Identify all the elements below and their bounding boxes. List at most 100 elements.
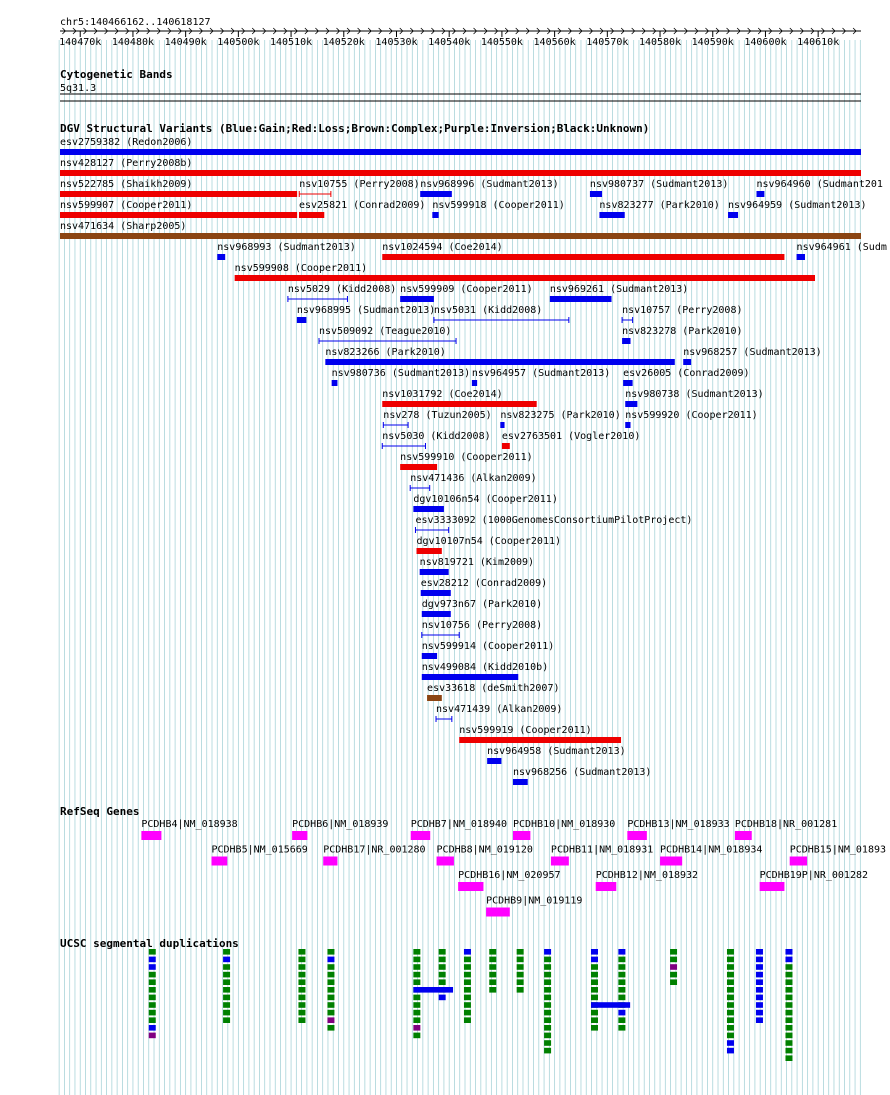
refseq-gene[interactable]: PCDHB18|NR_001281 bbox=[734, 819, 837, 840]
dgv-feature[interactable]: nsv1031792 (Coe2014) bbox=[382, 389, 537, 407]
dgv-feature[interactable]: nsv471439 (Alkan2009) bbox=[435, 704, 562, 722]
dgv-feature[interactable]: nsv5030 (Kidd2008) bbox=[381, 431, 491, 449]
dgv-feature[interactable]: nsv10756 (Perry2008) bbox=[421, 620, 542, 638]
segdup-column[interactable] bbox=[726, 949, 734, 1054]
ruler-arrow bbox=[167, 27, 172, 35]
segdup-column[interactable] bbox=[463, 949, 471, 1023]
dgv-feature[interactable]: nsv980736 (Sudmant2013) bbox=[331, 368, 470, 386]
segdup-track[interactable] bbox=[148, 949, 793, 1061]
dgv-feature[interactable]: nsv599909 (Cooper2011) bbox=[400, 284, 533, 302]
dgv-feature[interactable]: dgv10107n54 (Cooper2011) bbox=[416, 536, 562, 554]
dgv-feature[interactable]: nsv964957 (Sudmant2013) bbox=[471, 368, 610, 386]
dgv-feature-label: nsv823277 (Park2010) bbox=[599, 200, 719, 211]
dgv-feature[interactable]: nsv980738 (Sudmant2013) bbox=[625, 389, 764, 407]
dgv-feature-label: dgv10107n54 (Cooper2011) bbox=[417, 536, 562, 547]
dgv-feature[interactable]: nsv5031 (Kidd2008) bbox=[433, 305, 570, 323]
segdup-column[interactable] bbox=[755, 949, 763, 1023]
dgv-feature[interactable]: nsv968257 (Sudmant2013) bbox=[683, 347, 822, 365]
segdup-column[interactable] bbox=[544, 949, 552, 1054]
dgv-feature[interactable]: nsv509092 (Teague2010) bbox=[318, 326, 457, 344]
dgv-feature[interactable]: nsv599908 (Cooper2011) bbox=[234, 263, 816, 281]
refseq-gene[interactable]: PCDHB15|NM_01893 bbox=[789, 845, 886, 866]
refseq-gene[interactable]: PCDHB7|NM_018940 bbox=[410, 819, 507, 840]
segdup-column[interactable] bbox=[223, 949, 231, 1023]
dgv-feature[interactable]: nsv964961 (Sudm bbox=[796, 242, 887, 260]
dgv-feature[interactable]: nsv522785 (Shaikh2009) bbox=[60, 179, 298, 197]
coordinate-ruler[interactable]: 140470k 140480k 140490k 140500k 140510k 14052… bbox=[59, 27, 861, 48]
ruler-arrow bbox=[536, 27, 541, 35]
refseq-gene[interactable]: PCDHB19P|NR_001282 bbox=[759, 870, 868, 891]
dgv-feature[interactable]: nsv968993 (Sudmant2013) bbox=[217, 242, 356, 260]
dgv-feature[interactable]: nsv964959 (Sudmant2013) bbox=[728, 200, 867, 218]
refseq-gene[interactable]: PCDHB12|NM_018932 bbox=[595, 870, 698, 891]
dgv-feature[interactable]: nsv471634 (Sharp2005) bbox=[60, 221, 861, 239]
dgv-feature[interactable]: nsv969261 (Sudmant2013) bbox=[549, 284, 688, 302]
refseq-gene[interactable]: PCDHB10|NM_018930 bbox=[512, 819, 615, 840]
dgv-feature[interactable]: nsv968256 (Sudmant2013) bbox=[512, 767, 651, 785]
refseq-gene[interactable]: PCDHB8|NM_019120 bbox=[436, 845, 533, 866]
dgv-feature[interactable]: nsv968995 (Sudmant2013) bbox=[296, 305, 435, 323]
segdup-column[interactable] bbox=[489, 949, 497, 993]
dgv-feature[interactable]: esv2763501 (Vogler2010) bbox=[501, 431, 640, 449]
dgv-feature[interactable]: nsv980737 (Sudmant2013) bbox=[589, 179, 728, 197]
segdup-block[interactable] bbox=[413, 987, 454, 993]
refseq-gene[interactable]: PCDHB6|NM_018939 bbox=[292, 819, 388, 840]
refseq-track[interactable]: PCDHB4|NM_018938 PCDHB6|NM_018939 PCDHB7|N… bbox=[141, 819, 886, 917]
dgv-feature-bar bbox=[419, 569, 449, 575]
segdup-column[interactable] bbox=[785, 949, 793, 1061]
dgv-track[interactable]: esv2759382 (Redon2006) nsv428127 (Perry20… bbox=[60, 137, 887, 785]
dgv-feature[interactable]: nsv428127 (Perry2008b) bbox=[60, 158, 861, 176]
segdup-block bbox=[590, 1017, 598, 1023]
dgv-feature[interactable]: nsv5029 (Kidd2008) bbox=[287, 284, 396, 302]
refseq-gene[interactable]: PCDHB16|NM_020957 bbox=[458, 870, 561, 891]
dgv-feature[interactable]: nsv599920 (Cooper2011) bbox=[625, 410, 758, 428]
segdup-block bbox=[516, 956, 524, 963]
dgv-feature[interactable]: nsv599918 (Cooper2011) bbox=[432, 200, 565, 218]
dgv-feature[interactable]: nsv1024594 (Coe2014) bbox=[382, 242, 785, 260]
segdup-column[interactable] bbox=[327, 949, 335, 1031]
cytoband-track[interactable] bbox=[60, 93, 861, 102]
segdup-column[interactable] bbox=[618, 949, 626, 1031]
dgv-feature[interactable]: esv28212 (Conrad2009) bbox=[420, 578, 547, 596]
dgv-feature[interactable]: esv33618 (deSmith2007) bbox=[427, 683, 560, 701]
dgv-feature[interactable]: nsv964960 (Sudmant201 bbox=[756, 179, 883, 197]
dgv-feature[interactable]: nsv499084 (Kidd2010b) bbox=[421, 662, 548, 680]
dgv-feature[interactable]: dgv973n67 (Park2010) bbox=[421, 599, 542, 617]
segdup-column[interactable] bbox=[590, 949, 598, 1031]
refseq-gene[interactable]: PCDHB5|NM_015669 bbox=[211, 845, 308, 866]
dgv-feature[interactable]: nsv599914 (Cooper2011) bbox=[421, 641, 554, 659]
dgv-feature[interactable]: dgv10106n54 (Cooper2011) bbox=[413, 494, 558, 512]
segdup-column[interactable] bbox=[298, 949, 306, 1023]
dgv-feature[interactable]: nsv599907 (Cooper2011) bbox=[60, 200, 298, 218]
dgv-feature[interactable]: esv3333092 (1000GenomesConsortiumPilotPr… bbox=[414, 515, 692, 533]
dgv-feature[interactable]: esv26005 (Conrad2009) bbox=[623, 368, 750, 386]
dgv-feature[interactable]: nsv968996 (Sudmant2013) bbox=[420, 179, 559, 197]
dgv-feature[interactable]: nsv10755 (Perry2008) bbox=[298, 179, 420, 197]
refseq-gene[interactable]: PCDHB11|NM_018931 bbox=[550, 845, 653, 866]
dgv-feature[interactable]: nsv823275 (Park2010) bbox=[500, 410, 621, 428]
dgv-feature[interactable]: esv25821 (Conrad2009) bbox=[298, 200, 425, 218]
refseq-gene[interactable]: PCDHB4|NM_018938 bbox=[141, 819, 238, 840]
dgv-feature[interactable]: nsv471436 (Alkan2009) bbox=[409, 473, 537, 491]
segdup-column[interactable] bbox=[413, 949, 421, 1039]
refseq-gene[interactable]: PCDHB9|NM_019119 bbox=[486, 896, 582, 917]
segdup-column[interactable] bbox=[670, 949, 678, 985]
dgv-feature[interactable]: nsv10757 (Perry2008) bbox=[621, 305, 743, 323]
dgv-feature[interactable]: nsv599919 (Cooper2011) bbox=[459, 725, 622, 743]
dgv-feature[interactable]: nsv823266 (Park2010) bbox=[325, 347, 675, 365]
refseq-gene[interactable]: PCDHB14|NM_018934 bbox=[660, 845, 762, 866]
dgv-feature[interactable]: nsv964958 (Sudmant2013) bbox=[487, 746, 626, 764]
refseq-gene[interactable]: PCDHB17|NR_001280 bbox=[323, 845, 426, 866]
segdup-column[interactable] bbox=[148, 949, 156, 1039]
dgv-feature[interactable]: nsv819721 (Kim2009) bbox=[419, 557, 534, 575]
dgv-feature[interactable]: nsv278 (Tuzun2005) bbox=[382, 410, 492, 428]
segdup-block bbox=[327, 964, 335, 970]
refseq-gene[interactable]: PCDHB13|NM_018933 bbox=[627, 819, 730, 840]
dgv-feature[interactable]: nsv823278 (Park2010) bbox=[622, 326, 743, 344]
segdup-block bbox=[544, 1047, 552, 1054]
dgv-feature[interactable]: nsv599910 (Cooper2011) bbox=[400, 452, 533, 470]
segdup-block[interactable] bbox=[590, 1002, 631, 1008]
segdup-column[interactable] bbox=[516, 949, 524, 993]
dgv-feature[interactable]: nsv823277 (Park2010) bbox=[599, 200, 720, 218]
dgv-feature[interactable]: esv2759382 (Redon2006) bbox=[60, 137, 861, 155]
